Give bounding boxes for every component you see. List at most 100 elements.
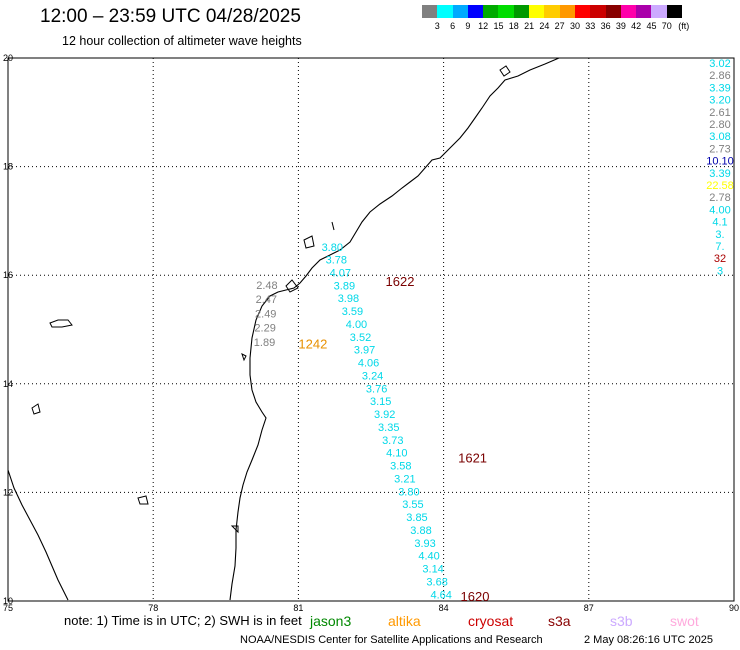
wave-height-reading: 2.73 — [709, 143, 730, 155]
scale-label: 9 — [465, 21, 471, 31]
wave-height-reading: 3.68 — [426, 576, 447, 588]
scale-label: 3 — [434, 21, 440, 31]
scale-swatch — [651, 5, 667, 18]
wave-height-reading: 3.08 — [709, 131, 730, 143]
wave-height-reading: 2.80 — [709, 119, 730, 131]
satellite-altika: altika — [388, 613, 421, 629]
wave-height-reading: 3.73 — [382, 435, 403, 447]
coastline-india-east — [229, 57, 560, 601]
wave-height-reading: 1.89 — [254, 337, 275, 349]
wave-height-reading: 3.02 — [709, 58, 730, 70]
scale-swatch — [467, 5, 484, 18]
lon-tick-label: 87 — [584, 603, 594, 613]
wave-height-reading: 3.39 — [709, 168, 730, 180]
scale-label: 33 — [585, 21, 596, 31]
wave-height-reading: 3.80 — [322, 242, 343, 254]
lon-tick-label: 78 — [148, 603, 158, 613]
wave-height-reading: 2.47 — [256, 294, 277, 306]
wave-height-reading: 3.80 — [398, 486, 419, 498]
color-scale — [422, 5, 683, 18]
wave-height-reading: 3.85 — [406, 512, 427, 524]
lat-tick-label: 16 — [3, 270, 13, 280]
scale-swatch — [498, 5, 514, 18]
wave-height-reading: 3.98 — [338, 293, 359, 305]
island-outline — [331, 221, 335, 231]
wave-height-reading: 3.39 — [709, 82, 730, 94]
wave-height-reading: 4.06 — [358, 358, 379, 370]
wave-height-reading: 3.24 — [362, 370, 383, 382]
wave-height-reading: 4.00 — [346, 319, 367, 331]
scale-label: 36 — [600, 21, 611, 31]
island-outline — [31, 403, 41, 415]
scale-label: 18 — [508, 21, 519, 31]
wave-height-reading: 2.86 — [709, 70, 730, 82]
footer-note: note: 1) Time is in UTC; 2) SWH is in fe… — [64, 613, 302, 628]
wave-height-reading: 4.07 — [330, 268, 351, 280]
lat-tick-label: 14 — [3, 379, 13, 389]
lat-tick-label: 10 — [3, 596, 13, 606]
scale-label: 6 — [450, 21, 456, 31]
scale-label: 21 — [524, 21, 535, 31]
scale-swatch — [666, 5, 683, 18]
scale-label: 27 — [554, 21, 565, 31]
wave-height-reading: 3.55 — [402, 499, 423, 511]
scale-label: 12 — [478, 21, 489, 31]
scale-label: 42 — [631, 21, 642, 31]
island-outline — [241, 353, 247, 362]
island-outline — [499, 65, 511, 77]
satellite-s3a: s3a — [548, 613, 571, 629]
wave-height-reading: 3.78 — [326, 255, 347, 267]
lat-tick-label: 20 — [3, 53, 13, 63]
wave-height-reading: 4.40 — [418, 551, 439, 563]
scale-unit: (ft) — [678, 21, 690, 31]
wave-height-reading: 3.58 — [390, 461, 411, 473]
wave-height-reading: 2.29 — [254, 323, 275, 335]
wave-height-reading: 2.48 — [256, 280, 277, 292]
wave-height-reading: 4.00 — [709, 204, 730, 216]
wave-height-reading: 2.61 — [709, 107, 730, 119]
lon-tick-label: 81 — [293, 603, 303, 613]
island-outline — [230, 525, 239, 534]
scale-label: 45 — [646, 21, 657, 31]
scale-swatch — [529, 5, 545, 18]
wave-height-reading: 3.89 — [334, 280, 355, 292]
lat-tick-label: 12 — [3, 487, 13, 497]
scale-swatch — [422, 5, 438, 18]
wave-height-reading: 2.78 — [709, 192, 730, 204]
wave-height-reading: 3.88 — [410, 525, 431, 537]
scale-swatch — [574, 5, 591, 18]
scale-swatch — [636, 5, 652, 18]
wave-height-reading: 3.20 — [709, 95, 730, 107]
scale-swatch — [513, 5, 530, 18]
scale-swatch — [544, 5, 560, 18]
wave-height-reading: 2.49 — [255, 308, 276, 320]
scale-label: 24 — [539, 21, 550, 31]
satellite-cryosat: cryosat — [468, 613, 514, 629]
scale-swatch — [437, 5, 453, 18]
scale-label: 70 — [661, 21, 672, 31]
scale-label: 39 — [615, 21, 626, 31]
wave-height-reading: 4.10 — [386, 448, 407, 460]
wave-height-reading: 3.92 — [374, 409, 395, 421]
pass-time-label: 1242 — [298, 337, 327, 352]
scale-swatch — [590, 5, 606, 18]
wave-height-reading: 4.1 — [712, 217, 727, 229]
scale-swatch — [620, 5, 637, 18]
wave-height-reading: 3.97 — [354, 345, 375, 357]
wave-height-reading: 7. — [715, 241, 724, 253]
wave-height-reading: 10.10 — [706, 156, 734, 168]
map-subtitle: 12 hour collection of altimeter wave hei… — [62, 34, 302, 48]
island-outline — [49, 319, 73, 328]
wave-height-reading: 32 — [714, 253, 726, 265]
generation-timestamp: 2 May 08:26:16 UTC 2025 — [584, 634, 714, 646]
scale-swatch — [483, 5, 499, 18]
lat-tick-label: 18 — [3, 162, 13, 172]
satellite-jason3: jason3 — [310, 613, 352, 629]
pass-time-label: 1620 — [461, 589, 490, 604]
wave-height-reading: 3.14 — [422, 564, 443, 576]
island-outline — [137, 495, 149, 505]
wave-height-reading: 3.35 — [378, 422, 399, 434]
island-outline — [285, 279, 299, 293]
scale-label: 15 — [493, 21, 504, 31]
